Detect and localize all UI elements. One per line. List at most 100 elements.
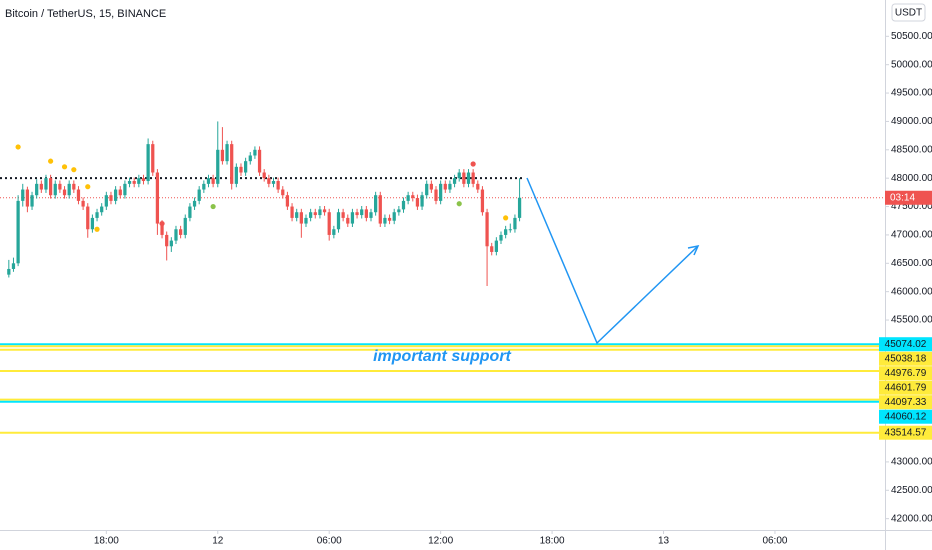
candle-body (76, 189, 81, 201)
x-tick-label: 12 (212, 536, 224, 547)
candle-body (100, 206, 104, 213)
candle-body (313, 212, 317, 216)
pivot-dot (48, 158, 54, 164)
candle-body (244, 161, 248, 173)
support-label: 45074.02 (885, 339, 927, 350)
candle-body (271, 181, 276, 184)
candle-body (62, 189, 67, 196)
support-label-bg (879, 337, 932, 352)
candle-body (378, 195, 382, 224)
candle-body (425, 183, 429, 196)
candle-body (480, 189, 485, 213)
candle-body (457, 172, 461, 179)
x-tick-label: 18:00 (94, 536, 119, 547)
candle-body (146, 144, 150, 182)
support-label: 44097.33 (885, 397, 927, 408)
pivot-dot (210, 203, 216, 210)
candle-body (513, 217, 517, 230)
candle-body (374, 195, 378, 213)
candle-body (257, 149, 262, 173)
candle-body (151, 144, 155, 173)
candle-body (508, 229, 512, 231)
candle-body (434, 189, 438, 201)
currency-badge[interactable] (891, 3, 926, 22)
candle-body (443, 183, 447, 190)
support-label-bg (879, 395, 932, 410)
candle-body (248, 155, 252, 162)
candle-body (401, 200, 406, 210)
pivot-dot (85, 184, 91, 190)
candle-body (44, 178, 48, 190)
candle-body (429, 183, 433, 190)
candle-body (183, 217, 187, 235)
x-tick-label: 06:00 (762, 536, 787, 547)
candle-body (462, 172, 466, 184)
pivot-dot (15, 144, 21, 150)
support-label-bg (879, 380, 932, 395)
candle-body (383, 217, 387, 224)
candle-body (439, 183, 443, 201)
pivot-dot (94, 226, 100, 232)
candle-body (188, 206, 192, 218)
candle-body (392, 212, 396, 221)
candle-body (295, 212, 299, 218)
candle-body (262, 172, 266, 179)
candle-body (332, 229, 336, 235)
candle-body (58, 183, 62, 190)
candle-body (504, 229, 508, 235)
y-tick-label: 43000.00 (891, 457, 932, 468)
pivot-dot (159, 220, 165, 227)
candle-body (346, 217, 350, 224)
y-tick-label: 50500.00 (891, 31, 932, 42)
candle-body (341, 212, 345, 218)
candle-body (411, 195, 415, 199)
candle-body (364, 209, 368, 218)
candle-body (494, 240, 498, 252)
candle-body (67, 183, 71, 196)
pivot-dot (470, 161, 476, 167)
candle-body (35, 183, 39, 196)
candle-body (285, 195, 290, 207)
x-tick-label: 18:00 (540, 536, 565, 547)
y-tick-label: 46000.00 (891, 286, 932, 297)
y-tick-label: 47500.00 (891, 201, 932, 212)
candle-body (7, 268, 11, 275)
candle-body (350, 212, 355, 224)
candle-body (25, 189, 30, 207)
support-label: 43514.57 (885, 427, 927, 438)
candle-body (178, 229, 183, 235)
x-tick-label: 13 (658, 536, 670, 547)
candle-body (239, 166, 243, 173)
candle-body (160, 223, 164, 235)
candle-body (499, 234, 503, 241)
support-label: 44601.79 (885, 382, 927, 393)
candle-body (517, 197, 522, 218)
candle-body (299, 212, 303, 224)
candle-body (234, 166, 238, 184)
candle-body (95, 212, 99, 218)
countdown: 03:14 (890, 192, 915, 203)
support-label-bg (879, 351, 932, 366)
y-tick-label: 47000.00 (891, 230, 932, 241)
candle-body (225, 144, 229, 162)
candle-body (21, 189, 25, 201)
candle-body (113, 189, 118, 201)
candle-body (90, 217, 95, 230)
y-tick-label: 46500.00 (891, 258, 932, 269)
candle-body (30, 195, 34, 207)
candle-body (387, 217, 392, 221)
candle-body (137, 178, 141, 184)
candle-body (276, 181, 280, 190)
candle-body (476, 183, 480, 190)
candle-body (369, 212, 373, 218)
plot-area (0, 121, 885, 434)
y-tick-label: 49000.00 (891, 116, 932, 127)
candle-body (206, 178, 211, 184)
candle-body (123, 183, 127, 196)
y-tick-label: 48000.00 (891, 173, 932, 184)
candle-body (197, 189, 201, 201)
pivot-dot (456, 201, 462, 207)
candle-body (322, 209, 327, 213)
